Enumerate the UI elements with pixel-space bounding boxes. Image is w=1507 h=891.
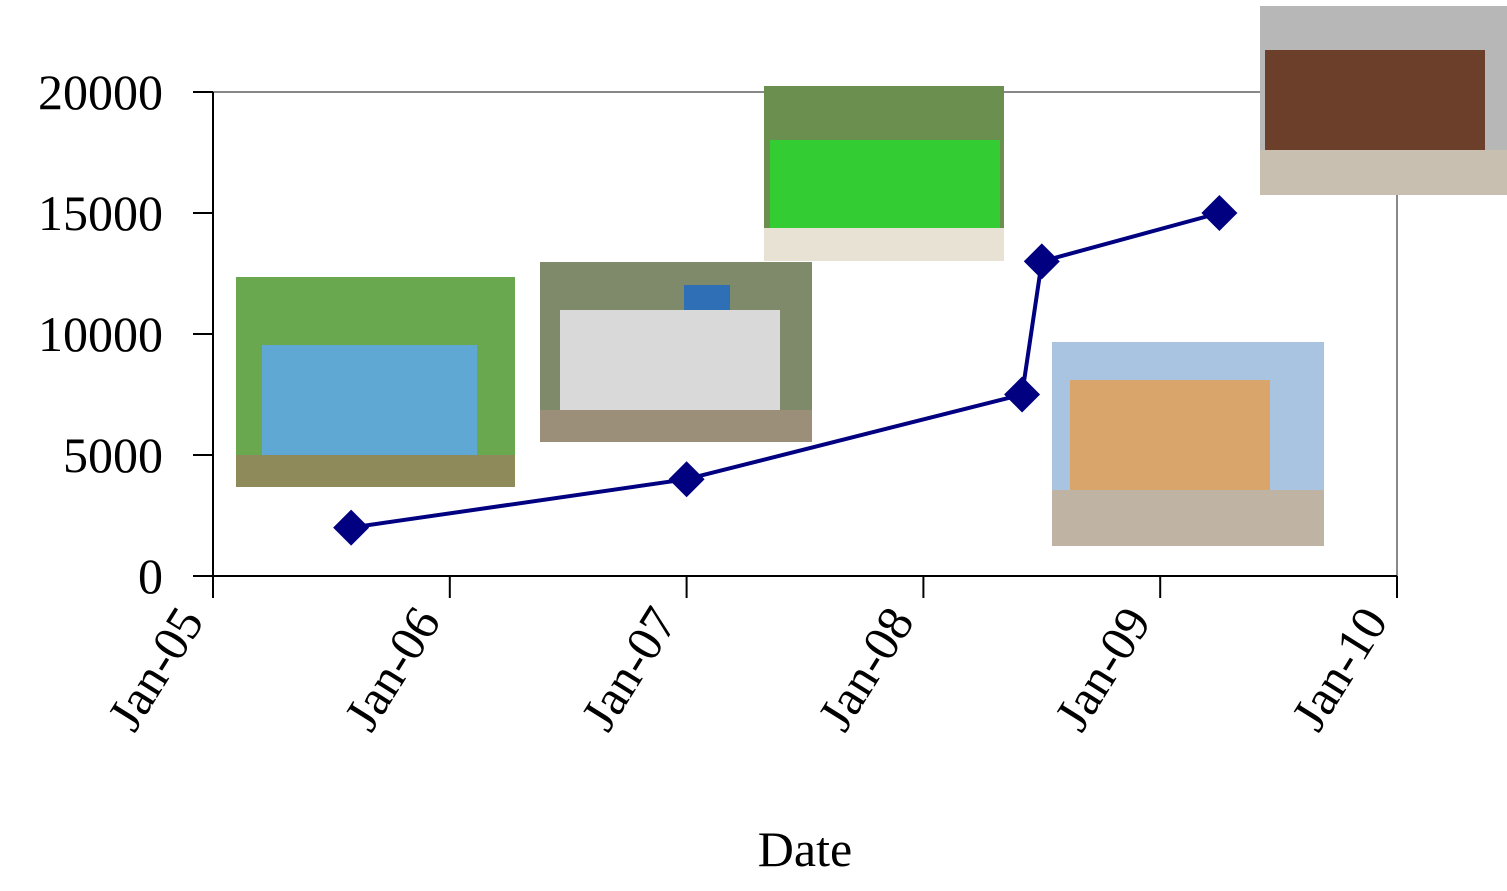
x-tick-label: Jan-07 xyxy=(570,597,688,740)
y-tick-label: 10000 xyxy=(38,306,163,362)
photo xyxy=(1052,342,1324,546)
data-marker xyxy=(1201,195,1237,231)
x-tick-label: Jan-09 xyxy=(1043,597,1161,740)
x-axis-title: Date xyxy=(758,821,852,877)
photo xyxy=(236,277,515,487)
x-tick-label: Jan-10 xyxy=(1280,597,1398,740)
x-tick-label: Jan-05 xyxy=(96,597,214,740)
data-marker xyxy=(1004,377,1040,413)
data-marker xyxy=(333,510,369,546)
x-tick-label: Jan-06 xyxy=(333,597,451,740)
photo xyxy=(1260,6,1507,195)
photo xyxy=(540,262,812,442)
y-tick-label: 5000 xyxy=(63,427,163,483)
x-tick-label: Jan-08 xyxy=(807,597,925,740)
y-tick-label: 15000 xyxy=(38,185,163,241)
data-marker xyxy=(669,461,705,497)
y-tick-label: 0 xyxy=(138,548,163,604)
y-tick-label: 20000 xyxy=(38,64,163,120)
photo xyxy=(764,86,1004,261)
data-marker xyxy=(1024,243,1060,279)
chart: Date 0 5000 10000 15000 20000 Jan-05 Jan-06 Jan… xyxy=(0,0,1507,891)
